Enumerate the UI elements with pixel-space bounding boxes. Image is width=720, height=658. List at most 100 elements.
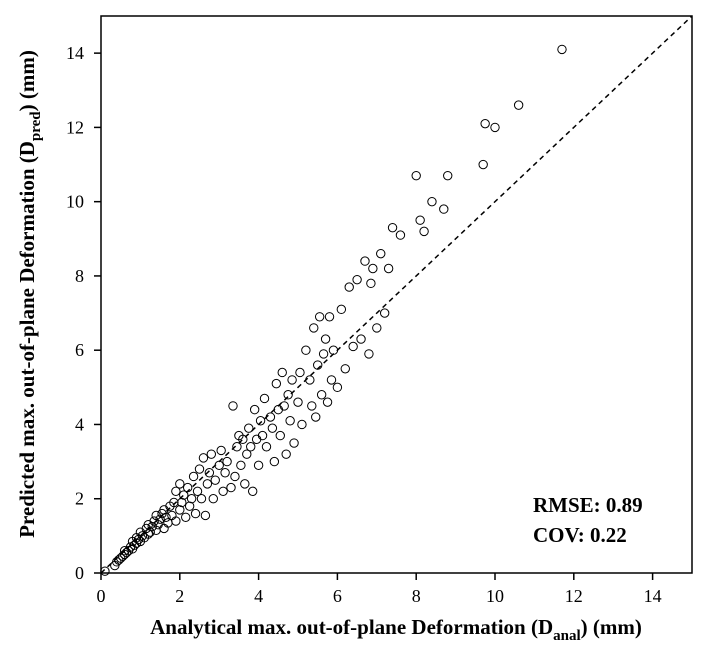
data-point — [281, 449, 291, 459]
y-tick-label: 0 — [75, 563, 84, 583]
data-point — [228, 401, 238, 411]
data-point — [236, 460, 246, 471]
data-point — [344, 282, 354, 292]
data-point — [208, 494, 218, 504]
data-point — [313, 360, 323, 370]
data-point — [275, 430, 285, 441]
y-tick-label: 12 — [66, 117, 84, 137]
data-point — [279, 401, 289, 411]
data-point — [100, 566, 110, 576]
data-point — [198, 453, 209, 463]
x-tick-label: 0 — [97, 586, 106, 606]
data-point — [316, 390, 327, 400]
data-point — [356, 334, 366, 344]
data-point — [242, 449, 252, 459]
data-point — [200, 510, 211, 521]
data-point — [253, 460, 264, 471]
data-point — [332, 382, 343, 393]
data-point — [188, 471, 199, 482]
reference-line — [100, 15, 693, 574]
data-point — [368, 263, 378, 274]
data-point — [246, 442, 256, 452]
data-point — [230, 471, 240, 482]
data-point — [259, 393, 270, 404]
data-point — [186, 494, 197, 504]
data-point — [490, 122, 500, 133]
data-point — [314, 312, 325, 322]
data-point — [194, 464, 205, 474]
data-point — [167, 510, 177, 521]
data-points — [100, 44, 567, 576]
data-point — [348, 341, 358, 352]
data-point — [181, 512, 191, 522]
x-tick-label: 10 — [486, 586, 504, 606]
data-point — [372, 323, 382, 333]
data-point — [557, 44, 567, 55]
data-point — [161, 512, 171, 522]
data-point — [249, 404, 260, 415]
data-point — [196, 494, 207, 504]
data-point — [285, 416, 295, 426]
x-tick-label: 4 — [254, 586, 263, 606]
cov-annotation: COV: 0.22 — [533, 523, 627, 547]
y-tick-label: 6 — [75, 340, 84, 360]
data-point — [364, 349, 374, 359]
x-tick-label: 12 — [565, 586, 583, 606]
data-point — [159, 523, 169, 534]
data-point — [177, 497, 187, 508]
data-point — [383, 263, 394, 274]
data-point — [202, 479, 213, 489]
y-tick-label: 8 — [75, 266, 84, 286]
data-point — [226, 482, 236, 493]
data-point — [143, 529, 153, 539]
data-point — [265, 412, 276, 422]
y-axis-label: Predicted max. out-of-plane Deformation … — [15, 50, 44, 538]
x-tick-label: 2 — [175, 586, 184, 606]
data-point — [311, 412, 321, 422]
data-point — [175, 479, 185, 489]
data-point — [257, 430, 268, 441]
data-point — [210, 475, 220, 485]
data-point — [322, 397, 333, 407]
data-point — [175, 505, 185, 515]
data-point — [289, 438, 299, 448]
data-point — [251, 434, 262, 445]
data-point — [478, 159, 488, 170]
data-point — [376, 248, 386, 259]
y-tick-label: 14 — [66, 43, 84, 63]
data-point — [309, 323, 319, 333]
data-point — [480, 118, 490, 129]
data-point — [297, 419, 307, 430]
data-point — [137, 531, 148, 541]
data-point — [318, 349, 329, 359]
y-tick-label: 10 — [66, 192, 84, 212]
data-point — [352, 274, 362, 285]
x-tick-label: 8 — [412, 586, 421, 606]
data-point — [283, 390, 293, 400]
data-point — [220, 468, 230, 478]
data-point — [419, 226, 429, 237]
data-point — [443, 170, 453, 181]
data-point — [145, 527, 155, 537]
data-point — [214, 460, 224, 471]
axis-ticks: 0 2 4 6 8 10 12 14 0 2 4 6 8 10 12 14 — [66, 43, 662, 606]
plot-frame — [100, 15, 693, 574]
y-tick-label: 2 — [75, 489, 84, 509]
data-point — [360, 256, 370, 266]
data-point — [328, 345, 339, 355]
data-point — [240, 479, 250, 489]
data-point — [336, 304, 347, 315]
data-point — [366, 278, 376, 289]
data-point — [267, 423, 278, 433]
data-point — [155, 514, 165, 524]
data-point — [171, 486, 181, 497]
data-point — [326, 375, 337, 385]
data-point — [395, 230, 406, 240]
x-tick-label: 6 — [333, 586, 342, 606]
data-point — [305, 375, 315, 385]
data-point — [379, 308, 390, 318]
data-point — [169, 497, 179, 508]
data-point — [320, 334, 331, 344]
data-point — [244, 423, 254, 433]
data-point — [427, 196, 437, 207]
